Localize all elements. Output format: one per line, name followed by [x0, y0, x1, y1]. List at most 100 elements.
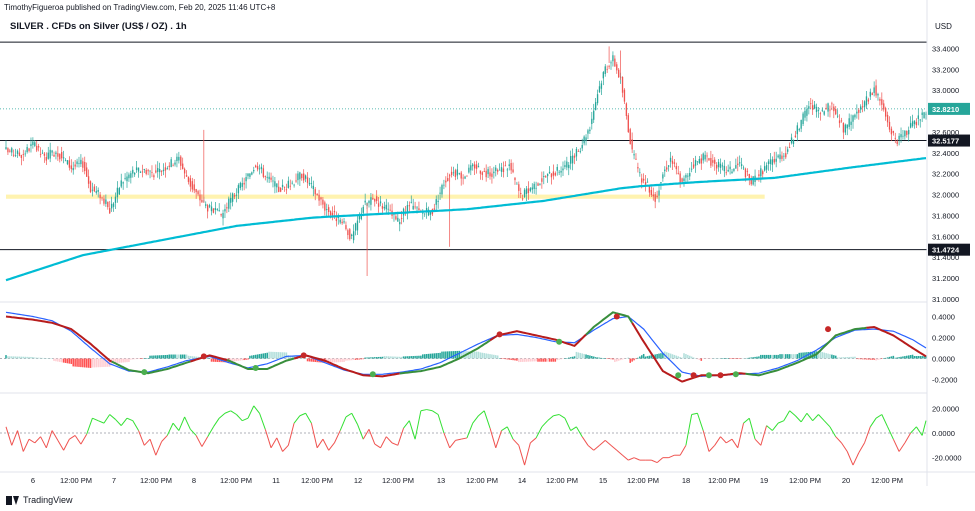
- signal-line-segment: [585, 311, 633, 336]
- oscillator-line-segment: [622, 454, 629, 461]
- candle-body: [26, 146, 28, 153]
- cross-point: [369, 371, 376, 378]
- histogram-bar: [738, 358, 741, 359]
- histogram-bar: [279, 352, 282, 359]
- oscillator-line-segment: [374, 443, 381, 449]
- candle-body: [32, 141, 34, 145]
- oscillator-line-segment: [293, 415, 301, 424]
- candle-body: [481, 172, 483, 175]
- candle-body: [635, 158, 637, 160]
- histogram-bar: [258, 354, 261, 359]
- histogram-bar: [101, 358, 103, 368]
- histogram-bar: [471, 351, 474, 359]
- histogram-bar: [886, 357, 889, 359]
- histogram-bar: [769, 354, 772, 359]
- histogram-bar: [712, 358, 714, 359]
- candle-body: [354, 223, 357, 231]
- histogram-bar: [525, 358, 528, 362]
- candle-body: [349, 229, 351, 240]
- time-tick-label: 6: [31, 476, 35, 485]
- candle-body: [821, 109, 823, 111]
- histogram-bar: [869, 358, 872, 360]
- candle-body: [112, 203, 115, 207]
- candle-body: [331, 212, 334, 216]
- histogram-bar: [548, 358, 551, 362]
- histogram-bar: [414, 355, 416, 359]
- candle-body: [543, 176, 545, 178]
- candle-body: [612, 55, 614, 62]
- histogram-bar: [470, 351, 472, 359]
- histogram-bar: [285, 352, 288, 359]
- candle-body: [220, 214, 222, 216]
- oscillator-line-segment: [45, 430, 53, 448]
- candle-body: [748, 174, 750, 179]
- price-tick-label: 31.0000: [932, 295, 959, 304]
- candle-body: [20, 155, 23, 158]
- candle-body: [429, 211, 432, 215]
- candle-body: [114, 196, 117, 203]
- oscillator-line-segment: [691, 412, 698, 415]
- oscillator-line-segment: [380, 436, 387, 449]
- oscillator-line-segment: [720, 436, 727, 444]
- candle-body: [416, 207, 418, 209]
- histogram-bar: [20, 356, 23, 359]
- histogram-bar: [331, 358, 334, 363]
- candle-body: [447, 178, 449, 181]
- histogram-bar: [124, 358, 126, 363]
- histogram-bar: [446, 351, 449, 359]
- histogram-bar: [341, 358, 343, 363]
- histogram-bar: [909, 355, 912, 359]
- histogram-bar: [91, 358, 94, 368]
- oscillator-line-segment: [852, 452, 860, 466]
- oscillator-line-segment: [823, 420, 831, 428]
- candle-body: [151, 172, 153, 174]
- candle-body: [182, 163, 184, 170]
- candle-body: [62, 157, 65, 159]
- candle-body: [888, 121, 891, 130]
- histogram-bar: [114, 358, 117, 364]
- histogram-bar: [527, 358, 530, 362]
- histogram-bar: [14, 356, 17, 359]
- candle-body: [183, 168, 186, 174]
- candle-body: [804, 110, 806, 118]
- histogram-bar: [667, 352, 670, 359]
- candle-body: [694, 159, 697, 166]
- histogram-bar: [412, 356, 414, 359]
- oscillator-line-segment: [299, 412, 306, 417]
- candle-body: [541, 178, 543, 182]
- candle-body: [270, 177, 272, 180]
- histogram-bar: [535, 358, 537, 362]
- histogram-bar: [398, 356, 401, 359]
- candle-body: [623, 89, 626, 102]
- oscillator-line-segment: [368, 429, 376, 445]
- oscillator-line-segment: [869, 417, 877, 428]
- candle-body: [322, 199, 324, 205]
- histogram-bar: [829, 354, 831, 359]
- candle-body: [132, 169, 134, 174]
- candle-body: [287, 180, 290, 189]
- histogram-bar: [391, 356, 393, 359]
- oscillator-line-segment: [282, 444, 289, 452]
- candle-body: [153, 175, 155, 178]
- candle-body: [489, 172, 491, 177]
- histogram-bar: [156, 355, 159, 359]
- candle-body: [593, 110, 595, 120]
- time-tick-label: 12: [354, 476, 362, 485]
- histogram-bar: [147, 358, 149, 359]
- histogram-bar: [99, 358, 101, 368]
- candle-body: [178, 156, 180, 161]
- oscillator-line-segment: [385, 436, 393, 444]
- oscillator-line-segment: [506, 426, 514, 440]
- oscillator-line-segment: [333, 430, 341, 444]
- oscillator-line-segment: [230, 410, 237, 415]
- candle-body: [268, 176, 270, 180]
- histogram-bar: [708, 358, 710, 359]
- oscillator-line-segment: [478, 410, 485, 417]
- histogram-bar: [5, 355, 7, 359]
- histogram-bar: [206, 357, 209, 359]
- candle-body: [825, 107, 827, 110]
- time-tick-label: 12:00 PM: [140, 476, 172, 485]
- histogram-bar: [579, 352, 582, 359]
- candle-body: [500, 167, 503, 172]
